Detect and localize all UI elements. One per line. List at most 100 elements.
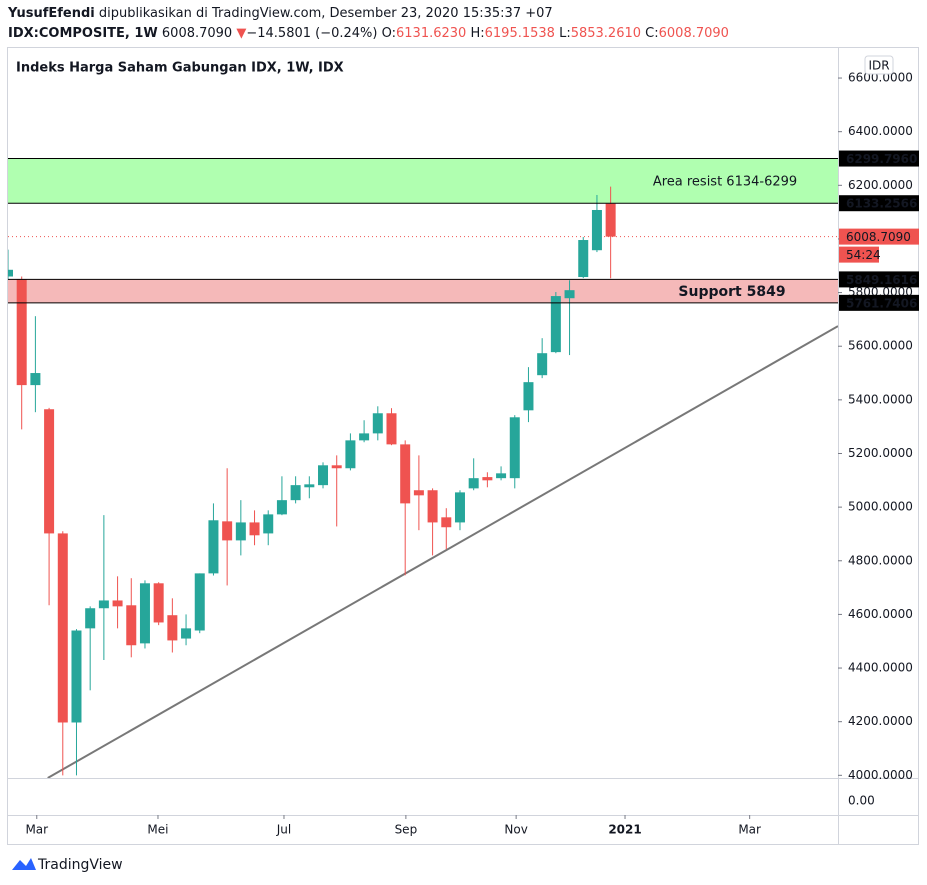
plot [8, 158, 838, 778]
candle-body [85, 608, 96, 629]
candle-body [126, 605, 137, 646]
y-tick-label: 4200.0000 [848, 714, 913, 728]
candle-body [468, 478, 479, 489]
currency: IDR [868, 59, 889, 73]
x-tick-label: Mar [25, 823, 48, 837]
symbol: IDX:COMPOSITE, 1W [8, 26, 158, 41]
candle-body [400, 444, 411, 504]
candle-body [139, 583, 150, 644]
x-tick-label: Nov [504, 823, 527, 837]
candle-body [71, 630, 82, 723]
last-price-box [839, 228, 919, 245]
candle-body [496, 473, 507, 479]
ohlc-key: H: [470, 26, 485, 41]
y-tick-label: 4000.0000 [848, 768, 913, 782]
zone-axis-label: 6133.2566 [846, 197, 917, 211]
candle-body [181, 628, 192, 639]
change: −14.5801 (−0.24%) [246, 26, 378, 41]
zone-axis-box [839, 195, 919, 212]
published: dipublikasikan di TradingView.com, Desem… [98, 6, 553, 21]
candle-body [482, 477, 493, 481]
y-tick-label: 4400.0000 [848, 661, 913, 675]
candle-body [427, 490, 438, 523]
candle-body [345, 440, 356, 469]
arrow: ▼ [236, 26, 247, 41]
x-tick-label: Mei [147, 823, 168, 837]
ohlc-value: 6195.1538 [484, 26, 555, 41]
candle-body [386, 413, 397, 445]
candle-body [208, 520, 219, 574]
candle-body [249, 522, 260, 536]
y-tick-label: 5000.0000 [848, 500, 913, 514]
candle-body [454, 492, 465, 523]
candle-body [537, 353, 548, 376]
candle-body [98, 600, 109, 609]
x-tick-label: Sep [395, 823, 418, 837]
price-axis: 4000.0000 4200.0000 4400.0000 4600.0000 4800… [838, 71, 919, 782]
candle-body [8, 269, 13, 277]
candle-body [318, 465, 329, 486]
candle-body [194, 573, 205, 631]
author: YusufEfendi [8, 6, 95, 21]
candle-body [372, 413, 383, 434]
x-tick-label: 2021 [608, 823, 641, 837]
footer: TradingView [37, 857, 123, 873]
candle-body [578, 240, 589, 278]
candle-body [523, 382, 534, 411]
zone-text: Support 5849 [678, 284, 785, 300]
zone-axis-box [839, 294, 919, 311]
header-line-1: YusufEfendi dipublikasikan di TradingVie… [8, 4, 729, 24]
ohlc-value: 6008.7090 [658, 26, 729, 41]
candle-body [167, 615, 178, 641]
candle-body [441, 517, 452, 528]
y-tick-label: 6600.0000 [848, 71, 913, 85]
zone-axis-label: 5849.1616 [846, 273, 917, 287]
countdown: 54:24 [846, 248, 881, 262]
y-tick-label: 6400.0000 [848, 124, 913, 138]
zone [8, 279, 838, 303]
ohlc-key: L: [559, 26, 571, 41]
header: YusufEfendi dipublikasikan di TradingVie… [8, 4, 729, 44]
candle-body [112, 600, 123, 607]
frame [7, 47, 919, 845]
candle-body [605, 203, 616, 237]
zone-axis-box [839, 150, 919, 167]
candle-body [359, 433, 370, 441]
y-tick-label: 4800.0000 [848, 553, 913, 567]
header-line-2: IDX:COMPOSITE, 1W 6008.7090 ▼−14.5801 (−… [8, 24, 729, 44]
zone-axis-label: 5761.7406 [846, 296, 917, 310]
lower-pane-label: 0.00 [848, 794, 875, 808]
candle-body [509, 417, 520, 479]
currency-button[interactable] [864, 55, 894, 75]
countdown-box [839, 246, 879, 263]
y-tick-label: 5400.0000 [848, 392, 913, 406]
candle-body [57, 533, 68, 723]
candle-body [413, 490, 424, 496]
candle-body [564, 290, 575, 299]
candle-body [276, 500, 287, 515]
candle-body [331, 465, 342, 469]
candle-body [44, 409, 55, 534]
y-tick-label: 4600.0000 [848, 607, 913, 621]
candle-body [290, 485, 301, 501]
candle-body [153, 583, 164, 623]
x-tick-label: Jul [276, 823, 291, 837]
ohlc-value: 6131.6230 [396, 26, 467, 41]
y-tick-label: 5200.0000 [848, 446, 913, 460]
candle-body [263, 514, 274, 534]
candle-body [591, 209, 602, 251]
footer-logo [12, 858, 36, 870]
chart-title: Indeks Harga Saham Gabungan IDX, 1W, IDX [16, 61, 344, 76]
candle-body [235, 522, 246, 541]
ohlc-value: 5853.2610 [570, 26, 642, 41]
x-tick-label: Mar [738, 823, 761, 837]
zone [8, 158, 838, 204]
y-tick-label: 6200.0000 [848, 178, 913, 192]
zone-text: Area resist 6134-6299 [653, 174, 797, 189]
ohlc-key: C: [645, 26, 659, 41]
candle-body [304, 484, 315, 488]
trendline [47, 325, 838, 778]
last-price-label: 6008.7090 [846, 230, 911, 244]
